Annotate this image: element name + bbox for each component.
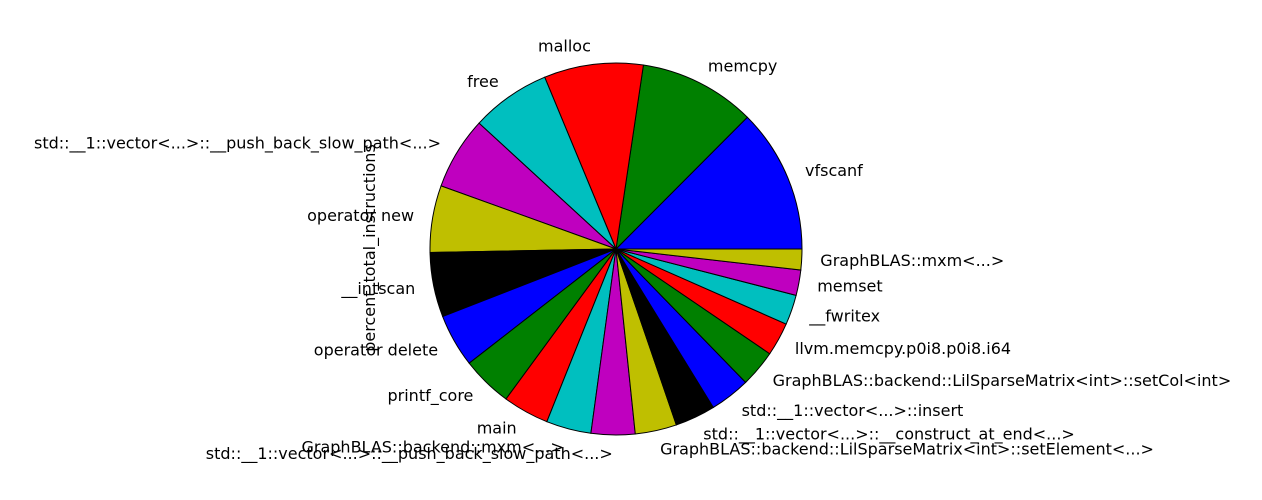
slice-label: vfscanf [805, 161, 863, 180]
slice-label: operator delete [314, 341, 438, 360]
slice-label: printf_core [388, 386, 474, 406]
slice-label: operator new [307, 206, 414, 225]
slice-label: GraphBLAS::backend::mxm<...> [301, 437, 563, 456]
slice-label: GraphBLAS::backend::LilSparseMatrix<int>… [773, 371, 1232, 390]
pie-slice [615, 64, 749, 251]
slice-label: std::__1::vector<...>::__construct_at_en… [703, 425, 1075, 445]
slice-label: std::__1::vector<...>::insert [742, 401, 964, 421]
slice-label: std::__1::vector<...>::__push_back_slow_… [206, 444, 613, 464]
slice-label: main [477, 418, 517, 437]
slice-label: memset [817, 277, 882, 296]
slice-label: GraphBLAS::mxm<...> [820, 251, 1004, 270]
slice-label: std::__1::vector<...>::__push_back_slow_… [34, 134, 441, 154]
pie-labels: vfscanf memcpy mallocfreestd::__1::vector<… [34, 36, 1231, 464]
pie-slice [615, 248, 803, 271]
pie-slices [429, 62, 803, 436]
slice-label: __intscan [340, 279, 415, 299]
pie-slice [614, 116, 803, 250]
slice-label: memcpy [708, 57, 777, 76]
slice-label: llvm.memcpy.p0i8.p0i8.i64 [795, 339, 1011, 358]
slice-label: free [467, 72, 499, 91]
pie-slice [544, 62, 644, 251]
y-axis-label: percent_total_instructions [360, 144, 380, 352]
slice-label: GraphBLAS::backend::LilSparseMatrix<int>… [660, 439, 1154, 458]
slice-label: __fwritex [808, 307, 880, 327]
slice-label: malloc [538, 36, 591, 55]
